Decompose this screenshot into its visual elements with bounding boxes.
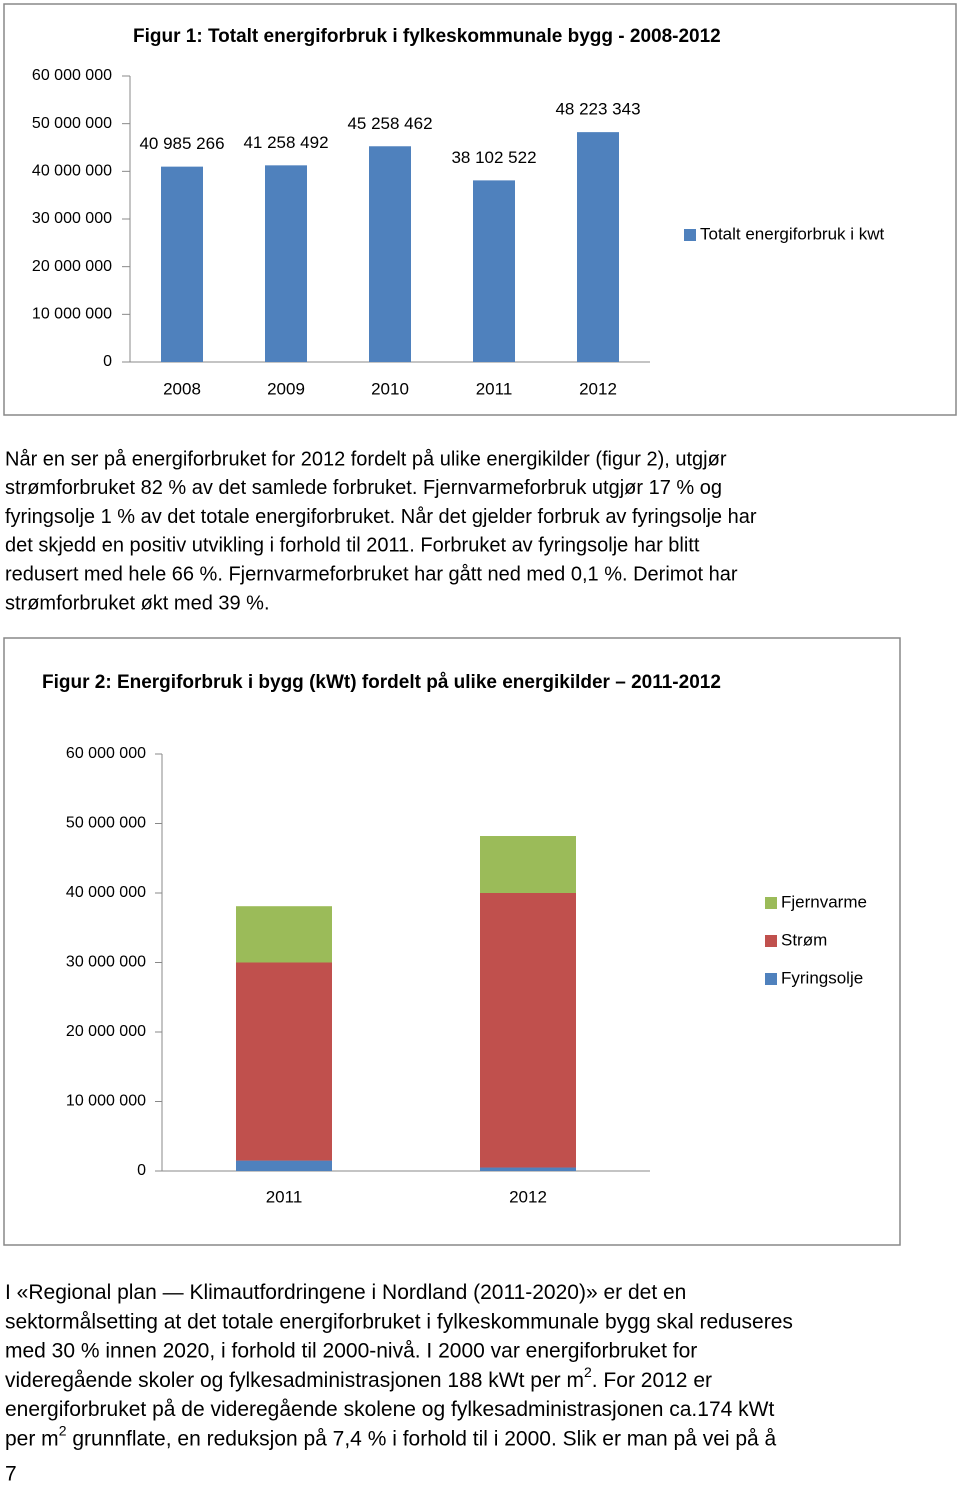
text-line: per m2 grunnflate, en reduksjon på 7,4 %… bbox=[5, 1422, 777, 1450]
text-line: energiforbruket på de videregående skole… bbox=[5, 1398, 774, 1421]
bar-segment bbox=[236, 906, 332, 963]
chart-title: Figur 1: Totalt energiforbruk i fylkesko… bbox=[133, 26, 721, 47]
x-tick-label: 2012 bbox=[509, 1187, 547, 1206]
bar bbox=[161, 166, 203, 362]
legend-label: Strøm bbox=[781, 930, 827, 949]
legend-label: Totalt energiforbruk i kwt bbox=[700, 224, 885, 243]
y-tick-label: 30 000 000 bbox=[32, 210, 112, 227]
y-tick-label: 60 000 000 bbox=[66, 745, 146, 762]
legend-swatch bbox=[765, 935, 777, 947]
legend-swatch bbox=[765, 897, 777, 909]
legend-label: Fjernvarme bbox=[781, 892, 867, 911]
text-run: energiforbruket på de videregående skole… bbox=[5, 1398, 774, 1421]
bar bbox=[265, 165, 307, 362]
text-line: videregående skoler og fylkesadministras… bbox=[5, 1364, 712, 1392]
text-line: strømforbruket 82 % av det samlede forbr… bbox=[5, 477, 722, 499]
chart-frame bbox=[3, 637, 901, 1246]
text-run: grunnflate, en reduksjon på 7,4 % i forh… bbox=[66, 1427, 776, 1450]
y-tick-label: 20 000 000 bbox=[32, 258, 112, 275]
y-tick-label: 40 000 000 bbox=[32, 163, 112, 180]
x-tick-label: 2012 bbox=[579, 379, 617, 398]
text-line: strømforbruket økt med 39 %. bbox=[5, 592, 270, 614]
y-tick-label: 30 000 000 bbox=[66, 954, 146, 971]
x-tick-label: 2011 bbox=[476, 379, 513, 398]
data-label: 40 985 266 bbox=[139, 134, 224, 153]
text-line: I «Regional plan — Klimautfordringene i … bbox=[5, 1281, 686, 1304]
bar bbox=[473, 180, 515, 362]
bar-segment bbox=[236, 1160, 332, 1171]
y-tick-label: 10 000 000 bbox=[32, 306, 112, 323]
y-tick-label: 60 000 000 bbox=[32, 67, 112, 84]
text-line: sektormålsetting at det totale energifor… bbox=[5, 1310, 793, 1333]
y-tick-label: 50 000 000 bbox=[66, 815, 146, 832]
text-run: I «Regional plan — Klimautfordringene i … bbox=[5, 1281, 686, 1304]
text-run: videregående skoler og fylkesadministras… bbox=[5, 1368, 584, 1391]
superscript: 2 bbox=[59, 1422, 67, 1438]
y-tick-label: 10 000 000 bbox=[66, 1093, 146, 1110]
y-tick-label: 40 000 000 bbox=[66, 884, 146, 901]
chart-title: Figur 2: Energiforbruk i bygg (kWt) ford… bbox=[42, 672, 721, 693]
text-run: . For 2012 er bbox=[592, 1368, 712, 1391]
text-line: med 30 % innen 2020, i forhold til 2000-… bbox=[5, 1339, 697, 1362]
data-label: 45 258 462 bbox=[347, 114, 432, 133]
y-tick-label: 20 000 000 bbox=[66, 1023, 146, 1040]
text-run: per m bbox=[5, 1427, 59, 1450]
data-label: 41 258 492 bbox=[243, 133, 328, 152]
x-tick-label: 2011 bbox=[266, 1187, 303, 1206]
bar-segment bbox=[480, 893, 576, 1168]
x-tick-label: 2009 bbox=[267, 379, 305, 398]
y-tick-label: 0 bbox=[137, 1162, 146, 1179]
page-number: 7 bbox=[5, 1463, 17, 1485]
legend-swatch bbox=[684, 229, 696, 241]
y-tick-label: 50 000 000 bbox=[32, 115, 112, 132]
text-line: det skjedd en positiv utvikling i forhol… bbox=[5, 535, 700, 557]
text-line: fyringsolje 1 % av det totale energiforb… bbox=[5, 506, 757, 528]
text-run: med 30 % innen 2020, i forhold til 2000-… bbox=[5, 1339, 697, 1362]
bar bbox=[369, 146, 411, 362]
legend-swatch bbox=[765, 973, 777, 985]
bar-segment bbox=[480, 1167, 576, 1171]
superscript: 2 bbox=[584, 1364, 592, 1380]
x-tick-label: 2010 bbox=[371, 379, 409, 398]
bar bbox=[577, 132, 619, 362]
legend-label: Fyringsolje bbox=[781, 968, 863, 987]
y-tick-label: 0 bbox=[103, 353, 112, 370]
x-tick-label: 2008 bbox=[163, 379, 201, 398]
bar-segment bbox=[236, 962, 332, 1161]
bar-segment bbox=[480, 836, 576, 893]
text-line: Når en ser på energiforbruket for 2012 f… bbox=[5, 448, 727, 470]
data-label: 48 223 343 bbox=[555, 100, 640, 119]
data-label: 38 102 522 bbox=[451, 148, 536, 167]
text-run: sektormålsetting at det totale energifor… bbox=[5, 1310, 793, 1333]
text-line: redusert med hele 66 %. Fjernvarmeforbru… bbox=[5, 563, 738, 585]
